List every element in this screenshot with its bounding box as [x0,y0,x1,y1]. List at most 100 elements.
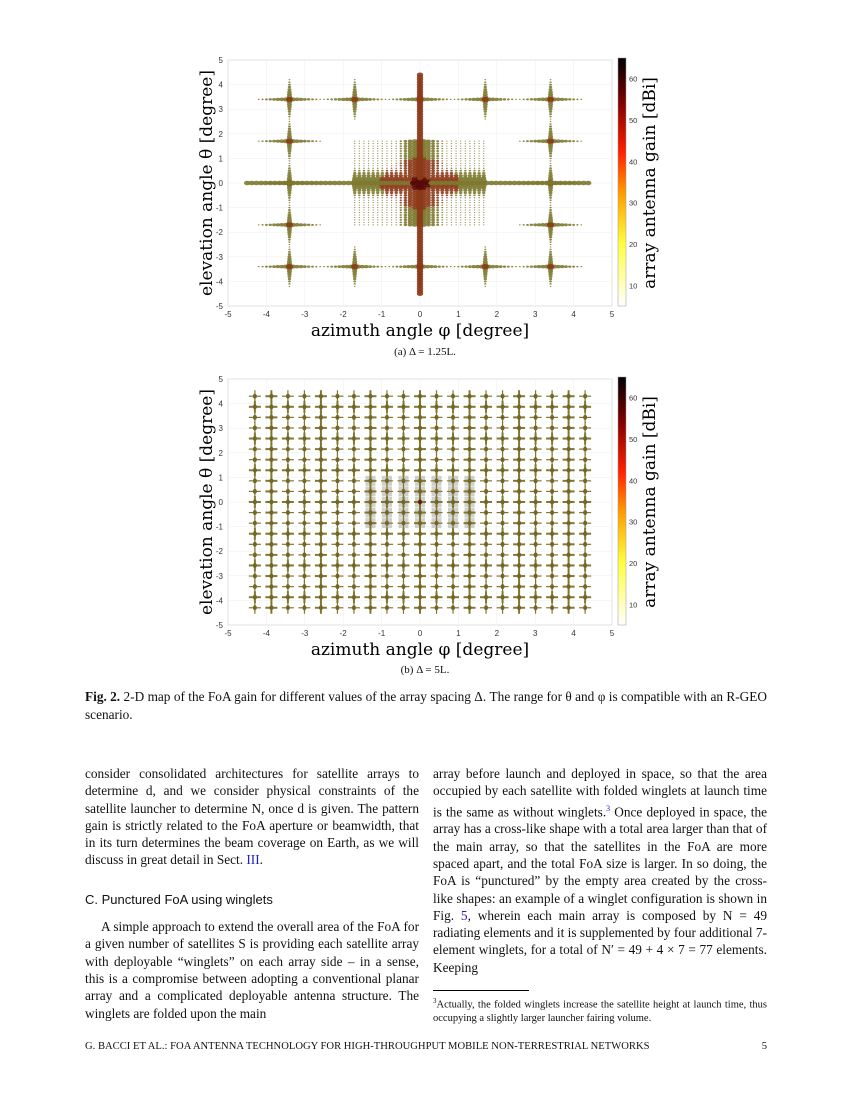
gain-marker [368,457,373,463]
gain-marker [354,207,356,209]
gain-marker [533,446,538,452]
gain-marker [384,541,389,547]
gain-marker [389,174,394,178]
gain-marker [431,157,435,160]
gain-marker [318,457,323,463]
gain-marker [555,97,561,102]
gain-marker [395,221,397,223]
gain-marker [431,220,435,224]
gain-marker [454,191,458,195]
gain-marker [434,541,439,547]
gain-marker [390,162,393,164]
gain-marker [285,605,290,611]
gain-marker [483,148,485,150]
footnote-mark: 3 [433,996,437,1005]
gain-marker [436,199,440,202]
gain-marker [386,209,388,211]
gain-marker [318,552,323,558]
gain-marker [391,180,398,186]
gain-marker [566,393,571,399]
gain-marker [548,88,553,91]
figure-link[interactable]: 5 [460,907,468,923]
gain-marker [426,154,431,158]
gain-marker [436,204,440,207]
gain-marker [386,221,388,223]
gain-marker [563,139,568,143]
gain-marker [473,197,476,199]
text: array before launch and deployed in spac… [433,766,767,820]
gain-marker [269,457,274,463]
gain-marker [583,531,588,537]
gain-marker [319,98,321,100]
gain-marker [388,98,391,100]
gain-marker [418,594,422,600]
gain-marker [566,510,571,516]
gain-marker [366,188,371,192]
gain-marker [533,223,538,227]
gain-marker [407,176,413,180]
gain-marker [358,152,361,154]
gain-marker [252,414,257,420]
gain-marker [436,152,440,155]
gain-marker [483,275,488,278]
gain-marker [482,259,488,264]
gain-marker [380,191,385,195]
gain-marker [287,169,292,172]
gain-marker [286,176,292,180]
gain-marker [441,165,444,167]
gain-marker [473,148,476,150]
gain-marker [399,157,403,160]
gain-marker [484,118,487,120]
gain-marker [550,446,555,452]
gain-marker [431,223,435,227]
gain-marker [526,98,529,101]
gain-marker [326,98,329,101]
gain-marker [426,196,431,200]
gain-marker [358,140,361,142]
gain-marker [386,145,388,147]
gain-marker [483,162,485,164]
text: Once deployed in space, the array has a … [433,804,767,923]
gain-marker [418,605,422,611]
gain-marker [335,510,340,516]
gain-marker [550,605,555,611]
gain-marker [372,202,374,204]
gain-marker [287,107,292,111]
footnote-link[interactable]: 3 [606,803,611,813]
gain-marker [473,207,476,209]
gain-marker [441,265,445,268]
section-link[interactable]: III [246,852,260,868]
gain-marker [475,97,481,102]
gain-marker [460,155,462,157]
x-tick-label: 2 [495,310,500,319]
gain-marker [377,212,379,214]
x-tick-label: 1 [456,629,461,638]
gain-marker [459,167,462,169]
gain-marker [549,248,552,251]
gain-marker [441,140,444,142]
gain-marker [315,98,318,101]
gain-marker [455,143,457,145]
gain-marker [426,146,431,151]
gain-marker [546,96,555,102]
gain-marker [540,264,546,269]
gain-marker [469,197,471,199]
gain-marker [500,584,505,590]
x-tick-label: 5 [610,310,615,319]
gain-marker [399,223,403,226]
gain-marker [511,180,518,186]
gain-marker [401,510,406,516]
gain-marker [580,98,583,100]
gain-marker [381,197,384,199]
gain-marker [418,541,422,547]
gain-marker [366,176,372,180]
gain-marker [549,238,552,241]
gain-marker [517,436,522,442]
gain-marker [248,180,256,186]
gain-marker [386,143,388,145]
gain-marker [550,467,555,473]
gain-marker [436,145,440,148]
gain-marker [386,160,388,162]
gain-marker [287,129,292,133]
gain-marker [483,150,485,152]
